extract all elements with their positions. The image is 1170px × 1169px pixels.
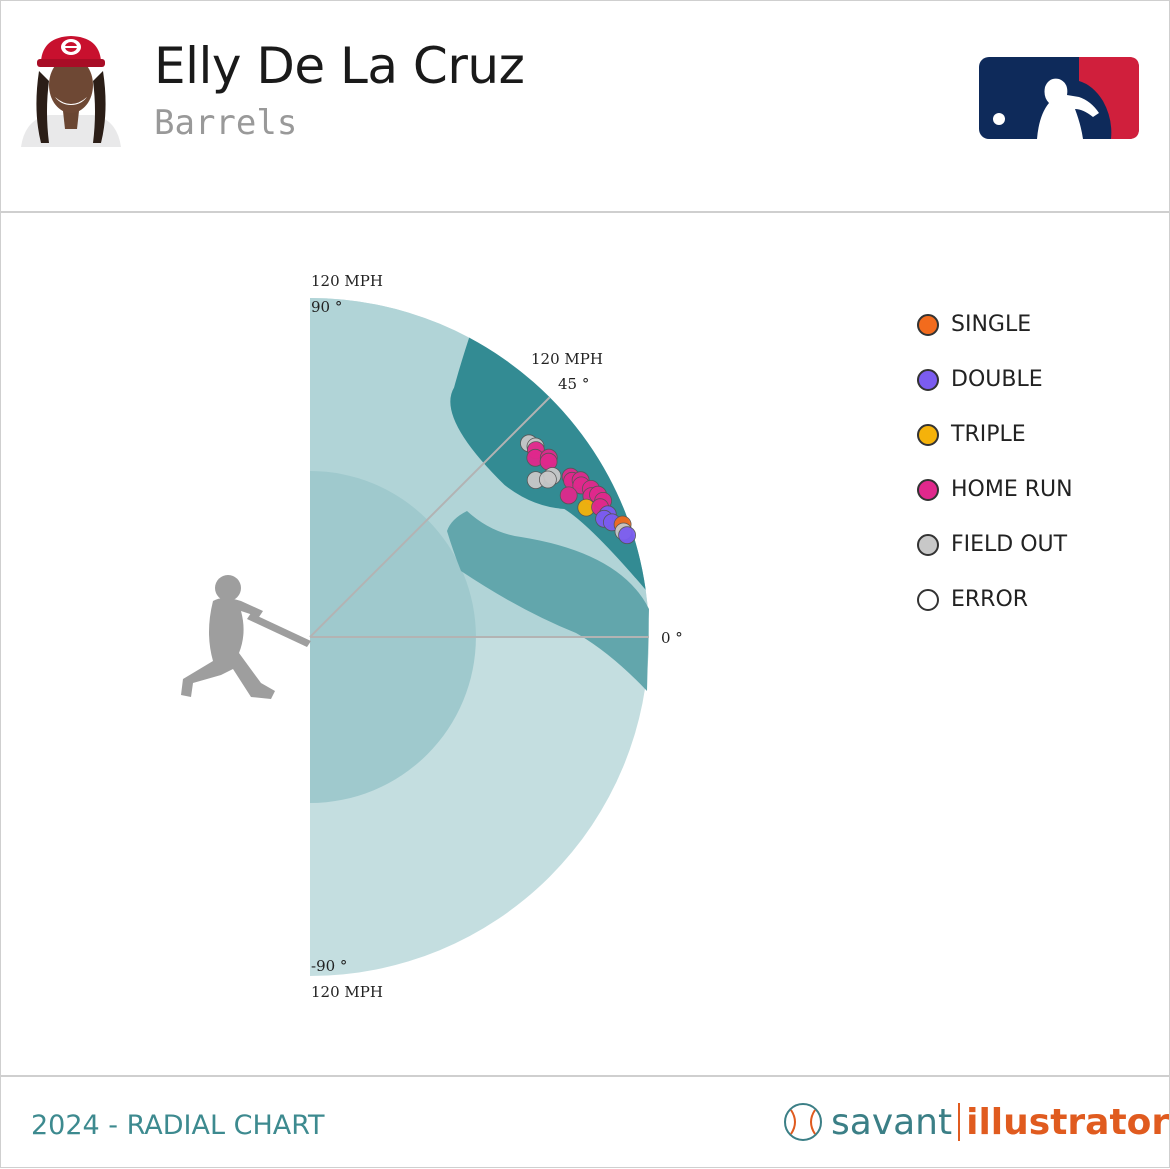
- legend-label: TRIPLE: [951, 422, 1026, 447]
- legend-label: HOME RUN: [951, 477, 1073, 502]
- illustrator-wordmark: illustrator: [966, 1101, 1170, 1143]
- axis-line-45: [309, 396, 551, 638]
- footer: 2024 - RADIAL CHART savant illustrator: [1, 1075, 1169, 1169]
- chart-area: 120 MPH 90 ° 120 MPH 45 ° 0 ° 120 MPH -90 ° SI…: [1, 213, 1169, 1075]
- legend-label: DOUBLE: [951, 367, 1043, 392]
- axis-label-speed: 120 MPH: [311, 983, 383, 1001]
- legend-item: DOUBLE: [917, 352, 1073, 407]
- axis-label-speed: 120 MPH: [531, 350, 603, 368]
- footer-chart-label: 2024 - RADIAL CHART: [31, 1110, 325, 1141]
- header: Elly De La Cruz Barrels: [1, 1, 1169, 213]
- legend-item: TRIPLE: [917, 407, 1073, 462]
- savant-wordmark: savant: [831, 1101, 953, 1143]
- legend-swatch: [917, 368, 939, 391]
- legend-swatch: [917, 313, 939, 336]
- axis-label-angle: 45 °: [558, 375, 589, 393]
- brand-divider: [958, 1103, 961, 1141]
- legend-item: HOME RUN: [917, 462, 1073, 517]
- axis-label-angle: -90 °: [311, 957, 347, 975]
- data-point-home-run: [559, 486, 578, 505]
- data-point-double: [618, 526, 636, 545]
- mlb-logo: [979, 57, 1139, 139]
- legend-label: SINGLE: [951, 312, 1032, 337]
- chart-subtitle: Barrels: [154, 103, 298, 143]
- legend-label: ERROR: [951, 587, 1029, 612]
- legend-item: SINGLE: [917, 297, 1073, 352]
- data-point-field-out: [539, 470, 557, 489]
- player-headshot: [11, 31, 131, 147]
- legend: SINGLE DOUBLE TRIPLE HOME RUN FIELD OUT ERROR: [917, 297, 1073, 627]
- axis-label-speed: 120 MPH: [311, 272, 383, 290]
- legend-swatch: [917, 423, 939, 446]
- legend-item: FIELD OUT: [917, 517, 1073, 572]
- legend-swatch: [917, 588, 939, 611]
- savant-illustrator-logo: savant illustrator: [783, 1099, 1169, 1145]
- legend-item: ERROR: [917, 572, 1073, 627]
- legend-swatch: [917, 533, 939, 556]
- legend-label: FIELD OUT: [951, 532, 1068, 557]
- zone-sweet-spot: [447, 511, 649, 691]
- baseball-icon: [784, 1103, 822, 1141]
- player-name: Elly De La Cruz: [154, 37, 525, 95]
- legend-swatch: [917, 478, 939, 501]
- axis-label-angle: 90 °: [311, 298, 342, 316]
- batter-silhouette-icon: [181, 575, 311, 699]
- axis-label-angle: 0 °: [661, 629, 683, 647]
- radial-chart: 120 MPH 90 ° 120 MPH 45 ° 0 ° 120 MPH -90 °: [181, 272, 683, 1001]
